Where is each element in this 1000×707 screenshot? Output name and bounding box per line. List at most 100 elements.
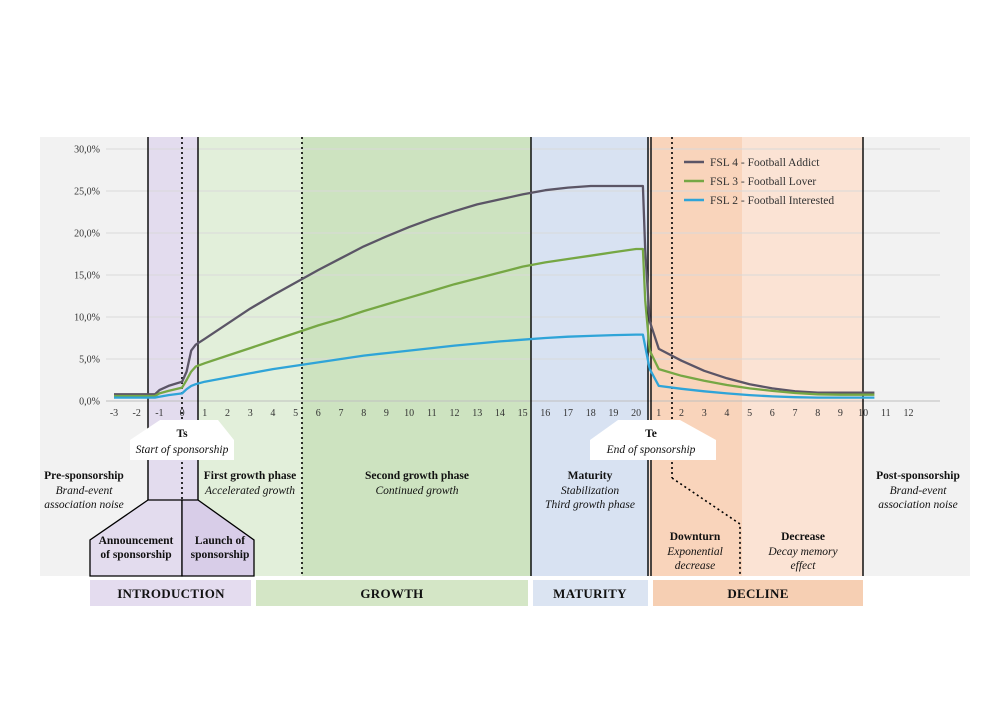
series-line-2 <box>114 333 875 399</box>
downturn-sub1: Exponential <box>666 546 723 558</box>
y-axis-ticks: 0,0% 5,0% 10,0% 15,0% 20,0% 25,0% 30,0% <box>74 145 100 408</box>
launch-title2: sponsorship <box>191 549 250 561</box>
dotted-downturn-bend <box>671 477 741 576</box>
legend-label-fsl2: FSL 2 - Football Interested <box>710 195 834 207</box>
stage-growth-label: GROWTH <box>360 586 423 601</box>
x-tick-label: 1 <box>202 408 207 419</box>
second-growth-sub: Continued growth <box>376 485 459 497</box>
ts-subtitle: Start of sponsorship <box>136 444 229 456</box>
first-growth-title: First growth phase <box>204 470 296 482</box>
stage-maturity-bar <box>533 580 648 606</box>
pre-sponsorship-title: Pre-sponsorship <box>44 470 124 482</box>
te-subtitle: End of sponsorship <box>606 444 696 456</box>
second-growth-zone <box>302 137 531 576</box>
phase-annotations: Pre-sponsorship Brand-event association … <box>44 428 960 572</box>
stage-introduction-bar <box>90 580 251 606</box>
launch-trapezoid <box>181 499 255 577</box>
maturity-sub2: Third growth phase <box>545 499 635 511</box>
legend-label-fsl4: FSL 4 - Football Addict <box>710 157 820 169</box>
x-tick-label: -2 <box>133 408 141 419</box>
second-growth-title: Second growth phase <box>365 470 469 482</box>
first-growth-sub: Accelerated growth <box>204 485 295 497</box>
x-tick-label: 19 <box>608 408 618 419</box>
y-tick-label: 25,0% <box>74 187 100 198</box>
te-callout-box <box>590 420 716 460</box>
x-tick-label: 3 <box>248 408 253 419</box>
post-sponsorship-zone <box>863 137 970 576</box>
x-tick-label: 4 <box>270 408 275 419</box>
x-tick-label: 3 <box>702 408 707 419</box>
launch-title1: Launch of <box>195 535 245 547</box>
stage-introduction-label: INTRODUCTION <box>117 586 225 601</box>
x-tick-label: 5 <box>747 408 752 419</box>
maturity-title: Maturity <box>568 470 613 482</box>
x-tick-label: 2 <box>225 408 230 419</box>
stage-decline-bar <box>653 580 863 606</box>
legend-label-fsl3: FSL 3 - Football Lover <box>710 176 816 188</box>
lifecycle-stages: INTRODUCTION GROWTH MATURITY DECLINE <box>90 580 863 606</box>
x-tick-label: 13 <box>472 408 482 419</box>
x-tick-label: 7 <box>339 408 344 419</box>
x-tick-label: 10 <box>404 408 414 419</box>
legend: FSL 4 - Football Addict FSL 3 - Football… <box>684 157 834 207</box>
decrease-sub2: effect <box>791 560 817 572</box>
y-tick-label: 10,0% <box>74 313 100 324</box>
x-tick-label: 9 <box>384 408 389 419</box>
y-tick-label: 30,0% <box>74 145 100 156</box>
milestone-callouts <box>130 420 716 460</box>
ts-title: Ts <box>176 428 188 440</box>
x-tick-label: 8 <box>361 408 366 419</box>
y-tick-label: 0,0% <box>79 397 100 408</box>
x-tick-label: 16 <box>540 408 550 419</box>
downturn-title: Downturn <box>670 531 721 543</box>
x-tick-label: 5 <box>293 408 298 419</box>
series-lines <box>114 184 875 399</box>
x-tick-label: 9 <box>838 408 843 419</box>
x-tick-label: -1 <box>155 408 163 419</box>
pre-sponsorship-sub2: association noise <box>44 499 124 511</box>
grid-lines <box>106 148 940 402</box>
post-sponsorship-sub1: Brand-event <box>890 485 948 497</box>
x-tick-label: 11 <box>427 408 437 419</box>
pre-sponsorship-sub1: Brand-event <box>56 485 114 497</box>
x-tick-label: 7 <box>793 408 798 419</box>
maturity-zone <box>531 137 649 576</box>
x-tick-label: 4 <box>724 408 729 419</box>
post-sponsorship-sub2: association noise <box>878 499 958 511</box>
x-tick-label: 15 <box>518 408 528 419</box>
pre-sponsorship-zone <box>40 137 148 576</box>
downturn-zone <box>652 137 742 576</box>
decrease-title: Decrease <box>781 531 825 543</box>
maturity-sub1: Stabilization <box>561 485 619 497</box>
te-title: Te <box>645 428 657 440</box>
announcement-title2: of sponsorship <box>100 549 171 561</box>
x-tick-label: 18 <box>586 408 596 419</box>
x-tick-label: 11 <box>881 408 891 419</box>
announcement-title1: Announcement <box>99 535 174 547</box>
x-tick-label: 8 <box>815 408 820 419</box>
announcement-trapezoid <box>89 499 183 577</box>
intro-trapezoids <box>89 499 255 577</box>
x-tick-label: -3 <box>110 408 118 419</box>
x-tick-label: 6 <box>770 408 775 419</box>
decrease-sub1: Decay memory <box>767 546 838 558</box>
x-tick-label: 6 <box>316 408 321 419</box>
y-tick-label: 15,0% <box>74 271 100 282</box>
x-tick-label: 14 <box>495 408 505 419</box>
x-tick-label: 2 <box>679 408 684 419</box>
first-growth-zone <box>198 137 302 576</box>
x-tick-label: 12 <box>904 408 914 419</box>
series-line-0 <box>114 184 875 396</box>
stage-growth-bar <box>256 580 528 606</box>
y-tick-label: 20,0% <box>74 229 100 240</box>
ts-callout-box <box>130 420 234 460</box>
y-tick-label: 5,0% <box>79 355 100 366</box>
series-line-1 <box>114 247 875 398</box>
x-tick-label: 1 <box>656 408 661 419</box>
downturn-sub2: decrease <box>675 560 715 572</box>
post-sponsorship-title: Post-sponsorship <box>876 470 960 482</box>
x-tick-label: 12 <box>450 408 460 419</box>
stage-decline-label: DECLINE <box>727 586 788 601</box>
phase-zones <box>40 137 970 576</box>
